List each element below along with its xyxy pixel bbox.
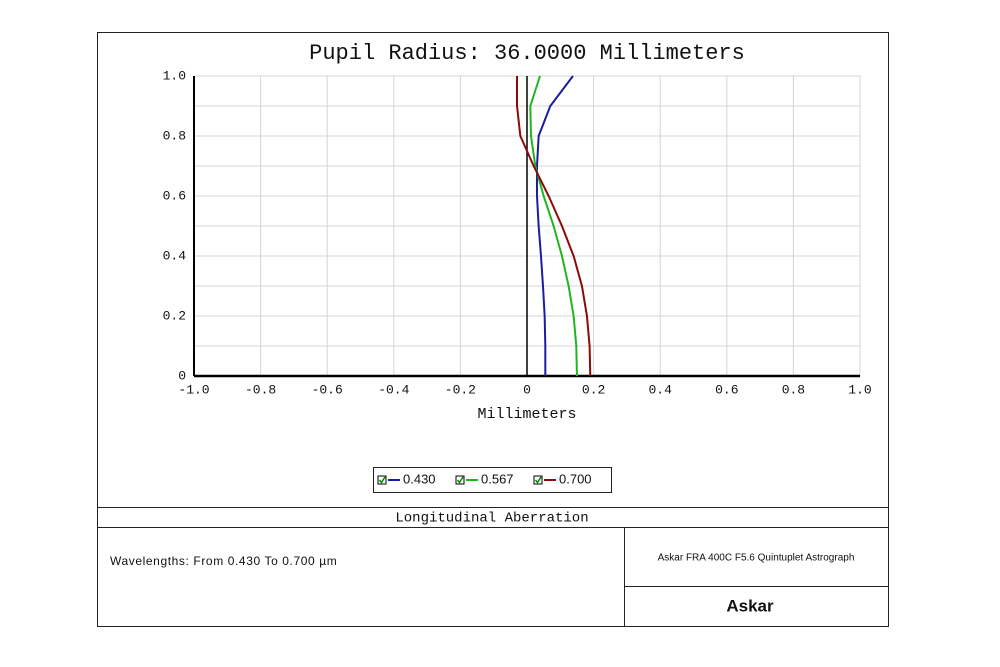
legend-label: 0.700 (559, 471, 592, 486)
wavelengths: Wavelengths: From 0.430 To 0.700 µm (110, 554, 337, 568)
legend-check (378, 476, 386, 484)
x-tick-label: 0 (523, 382, 531, 397)
legend (373, 467, 612, 493)
x-axis-label: Millimeters (477, 406, 576, 423)
legend-checkbox (377, 475, 387, 485)
aberration-curve (516, 76, 592, 377)
aberration-curve (535, 75, 574, 376)
x-tick-label: 1.0 (848, 382, 871, 397)
frame (97, 32, 889, 627)
legend-checkbox (455, 475, 465, 485)
legend-check (456, 476, 464, 484)
x-tick-label: 0.4 (648, 382, 672, 397)
legend-check (534, 476, 542, 484)
x-tick-label: 0.8 (782, 382, 805, 397)
y-tick-label: 0 (178, 368, 186, 383)
x-tick-label: 0.6 (715, 382, 738, 397)
legend-label: 0.567 (481, 471, 514, 486)
x-tick-label: -0.2 (445, 382, 476, 397)
brand-logo: Askar (726, 596, 774, 615)
legend-checkbox (533, 475, 543, 485)
y-tick-label: 1.0 (163, 68, 186, 83)
x-tick-label: -0.8 (245, 382, 276, 397)
legend-label: 0.430 (403, 471, 436, 486)
y-tick-label: 0.6 (163, 188, 186, 203)
chart-title: Pupil Radius: 36.0000 Millimeters (309, 41, 745, 66)
plot-name: Longitudinal Aberration (395, 511, 588, 527)
x-tick-label: 0.2 (582, 382, 605, 397)
system-name: Askar FRA 400C F5.6 Quintuplet Astrograp… (658, 553, 855, 564)
x-tick-label: -1.0 (178, 382, 209, 397)
x-tick-label: -0.4 (378, 382, 409, 397)
y-tick-label: 0.4 (163, 248, 187, 263)
y-tick-label: 0.8 (163, 128, 186, 143)
aberration-curve (529, 75, 578, 377)
y-tick-label: 0.2 (163, 308, 186, 323)
x-tick-label: -0.6 (312, 382, 343, 397)
